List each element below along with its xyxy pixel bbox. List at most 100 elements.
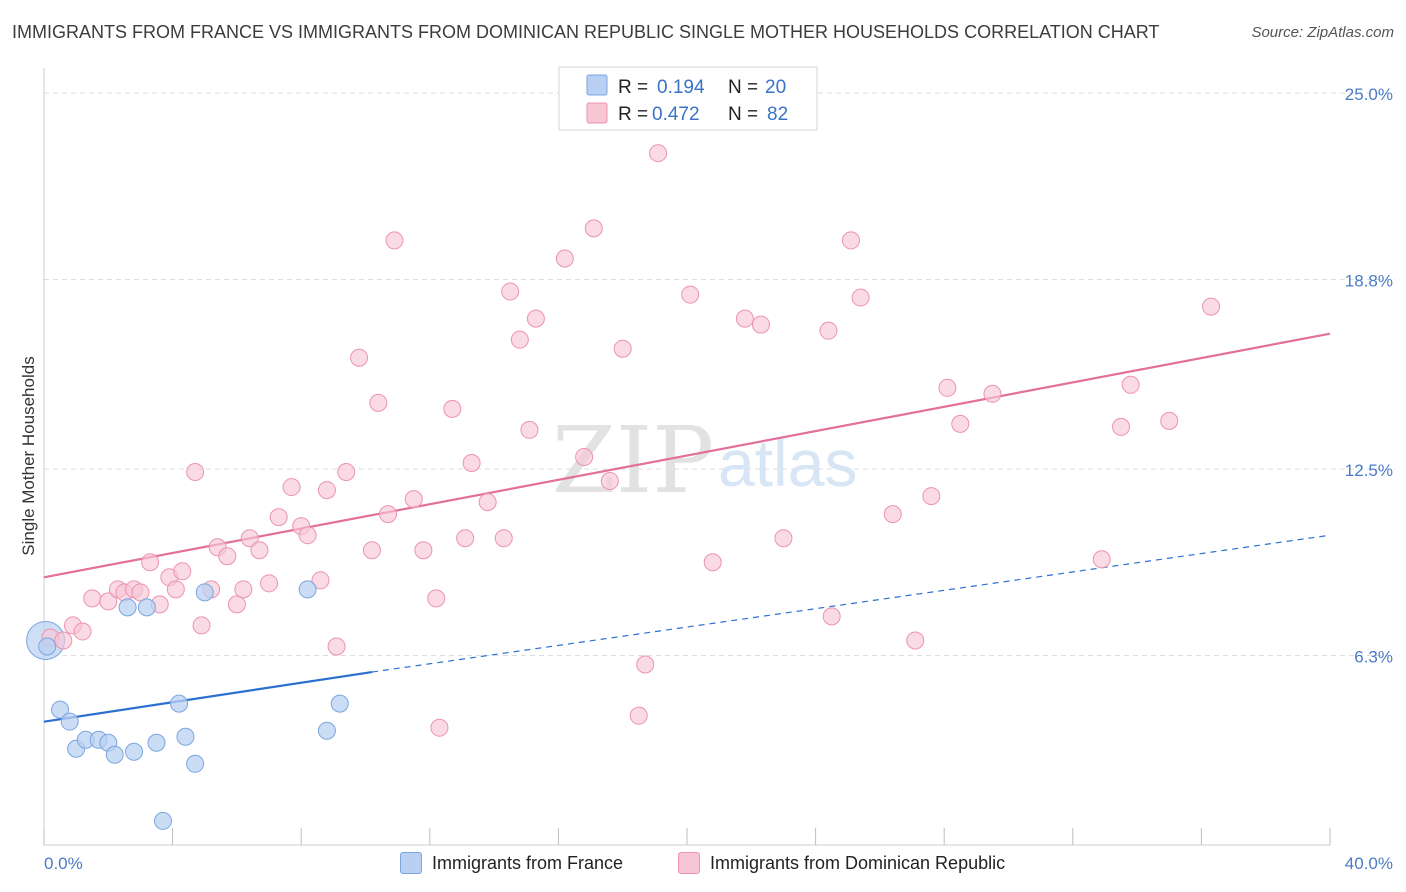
data-point-dominican <box>166 580 185 599</box>
data-point-dominican <box>494 529 513 548</box>
data-point-france <box>125 742 144 761</box>
data-point-france <box>298 580 317 599</box>
bottom-legend-france: Immigrants from France <box>400 852 623 874</box>
legend-swatch-dominican <box>586 102 608 124</box>
data-point-dominican <box>681 285 700 304</box>
bottom-legend-dominican: Immigrants from Dominican Republic <box>678 852 1005 874</box>
data-point-dominican <box>414 541 433 560</box>
data-point-dominican <box>404 490 423 509</box>
data-point-dominican <box>379 505 398 524</box>
data-point-dominican <box>240 529 259 548</box>
data-point-france <box>317 721 336 740</box>
data-point-dominican <box>938 378 957 397</box>
data-point-dominican <box>317 481 336 500</box>
data-point-dominican <box>906 631 925 650</box>
data-point-dominican <box>851 288 870 307</box>
data-point-france <box>330 694 349 713</box>
data-point-dominican <box>83 589 102 608</box>
data-point-dominican <box>298 526 317 545</box>
y-axis-label: Single Mother Households <box>19 356 38 555</box>
data-point-dominican <box>337 463 356 482</box>
data-point-dominican <box>362 541 381 560</box>
data-point-france <box>60 712 79 731</box>
data-point-dominican <box>510 330 529 349</box>
x-tick-label: 40.0% <box>1345 854 1393 873</box>
data-point-dominican <box>385 231 404 250</box>
data-point-dominican <box>282 478 301 497</box>
gridlines <box>44 92 1395 657</box>
data-point-dominican <box>443 399 462 418</box>
data-point-dominican <box>173 562 192 581</box>
data-point-dominican <box>526 309 545 328</box>
data-point-dominican <box>922 487 941 506</box>
data-point-france <box>176 727 195 746</box>
trend-line-france-extrapolated <box>371 534 1331 673</box>
data-point-dominican <box>575 447 594 466</box>
legend-n-label-france: N = <box>728 77 758 98</box>
data-point-dominican <box>613 339 632 358</box>
legend-n-value-france: 20 <box>765 77 786 98</box>
data-point-france <box>170 694 189 713</box>
data-point-france <box>195 583 214 602</box>
trend-line-dominican <box>43 332 1331 579</box>
data-point-france <box>38 637 57 656</box>
data-point-france <box>137 598 156 617</box>
data-point-dominican <box>430 718 449 737</box>
data-point-dominican <box>99 592 118 611</box>
bottom-legend-label-dominican: Immigrants from Dominican Republic <box>710 852 1006 873</box>
data-point-dominican <box>350 348 369 367</box>
legend-r-label-dominican: R = <box>618 104 648 125</box>
data-point-dominican <box>234 580 253 599</box>
data-point-france <box>147 733 166 752</box>
data-point-france <box>118 598 137 617</box>
legend-r-value-france: 0.194 <box>657 77 705 98</box>
data-point-dominican <box>983 384 1002 403</box>
data-point-dominican <box>478 493 497 512</box>
data-point-dominican <box>636 655 655 674</box>
y-tick-label: 12.5% <box>1345 461 1393 480</box>
data-point-dominican <box>520 420 539 439</box>
data-point-dominican <box>73 622 92 641</box>
x-tick-label: 0.0% <box>44 854 83 873</box>
data-point-dominican <box>629 706 648 725</box>
data-point-dominican <box>1121 375 1140 394</box>
data-point-dominican <box>883 505 902 524</box>
data-point-dominican <box>841 231 860 250</box>
data-point-dominican <box>501 282 520 301</box>
data-point-dominican <box>456 529 475 548</box>
legend-n-label-dominican: N = <box>728 104 758 125</box>
data-point-dominican <box>774 529 793 548</box>
data-point-dominican <box>1160 411 1179 430</box>
y-tick-label: 18.8% <box>1345 272 1393 291</box>
correlation-legend: R = 0.194 N = 20 R = 0.472 N = 82 <box>558 66 818 131</box>
data-point-dominican <box>269 508 288 527</box>
data-point-dominican <box>250 541 269 560</box>
data-point-dominican <box>192 616 211 635</box>
tick-labels: 6.3% 12.5% 18.8% 25.0% 0.0% 40.0% <box>44 85 1393 873</box>
bottom-legend-swatch-dominican <box>678 852 700 874</box>
data-point-dominican <box>186 463 205 482</box>
data-point-dominican <box>1112 417 1131 436</box>
trend-lines <box>43 332 1331 723</box>
data-point-dominican <box>649 144 668 163</box>
data-point-france <box>105 745 124 764</box>
data-point-dominican <box>141 553 160 572</box>
data-point-france <box>51 700 70 719</box>
trend-line-france <box>43 670 373 723</box>
data-point-dominican <box>218 547 237 566</box>
chart-title: IMMIGRANTS FROM FRANCE VS IMMIGRANTS FRO… <box>12 22 1160 42</box>
data-point-dominican <box>951 414 970 433</box>
data-point-france <box>186 754 205 773</box>
data-point-dominican <box>751 315 770 334</box>
data-point-dominican <box>735 309 754 328</box>
legend-r-value-dominican: 0.472 <box>652 104 700 125</box>
legend-r-label-france: R = <box>618 77 648 98</box>
data-point-dominican <box>311 571 330 590</box>
watermark: ZIP atlas <box>552 407 857 514</box>
data-point-dominican <box>462 454 481 473</box>
data-point-dominican <box>131 583 150 602</box>
data-point-dominican <box>822 607 841 626</box>
chart-source: Source: ZipAtlas.com <box>1251 24 1394 41</box>
data-point-dominican <box>54 631 73 650</box>
data-point-dominican <box>584 219 603 238</box>
